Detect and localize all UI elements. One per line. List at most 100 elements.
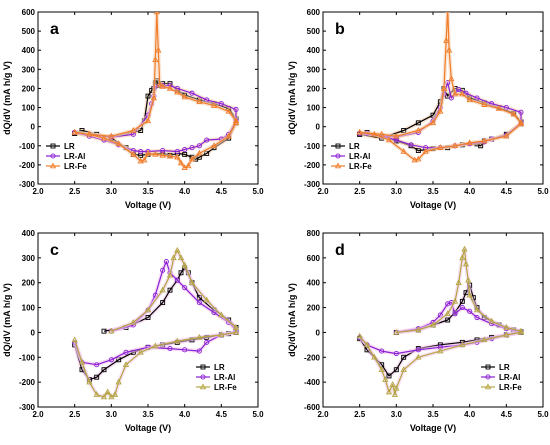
- legend-marker: [485, 374, 491, 380]
- data-point: [440, 84, 448, 91]
- data-point: [204, 339, 210, 345]
- data-point: [225, 107, 232, 114]
- data-point: [443, 37, 450, 43]
- data-point: [167, 346, 173, 352]
- data-point: [456, 86, 462, 92]
- y-tick-label: -300: [19, 403, 36, 412]
- panel-c: 2.0 2.5 3.0 3.5 4.0 4.5 5.0 -300 -200 -100 0 100 200…: [2, 229, 264, 433]
- legend-item: LR-Fe: [481, 383, 522, 392]
- panel-letter: c: [50, 242, 59, 259]
- data-point: [445, 317, 451, 323]
- x-tick-label: 2.5: [354, 187, 366, 196]
- data-point: [182, 147, 188, 153]
- x-tick-label: 4.5: [216, 187, 228, 196]
- legend-item: LR-Fe: [46, 162, 87, 171]
- data-point: [232, 119, 240, 126]
- data-point: [465, 276, 472, 283]
- data-point: [115, 378, 122, 385]
- data-point: [71, 128, 78, 135]
- data-point: [393, 351, 399, 357]
- legend-item: LR-Al: [196, 373, 235, 382]
- y-tick-label: 800: [307, 229, 321, 238]
- y-tick-label: 100: [22, 104, 36, 113]
- data-point: [467, 308, 473, 314]
- data-point: [108, 327, 115, 334]
- data-point: [182, 285, 188, 291]
- plot-area: [71, 12, 240, 171]
- y-tick-label: 400: [22, 46, 36, 55]
- data-point: [160, 300, 166, 306]
- data-point: [86, 378, 93, 385]
- x-tick-label: 2.0: [317, 187, 329, 196]
- data-point: [415, 155, 422, 162]
- x-axis-title: Voltage (V): [410, 423, 456, 433]
- legend-marker: [335, 143, 341, 149]
- y-tick-label: -100: [19, 142, 36, 151]
- data-point: [166, 152, 174, 159]
- data-point: [152, 342, 159, 349]
- plot-area: [356, 245, 525, 397]
- legend-marker: [199, 383, 207, 390]
- data-point: [174, 246, 181, 253]
- y-tick-label: 600: [307, 8, 321, 17]
- x-tick-label: 5.0: [252, 187, 264, 196]
- data-point: [71, 336, 78, 343]
- data-point: [137, 348, 144, 355]
- data-point: [461, 245, 468, 252]
- legend-marker: [485, 364, 491, 370]
- data-point: [159, 151, 166, 158]
- data-point: [101, 328, 107, 334]
- data-point: [437, 107, 444, 114]
- y-tick-label: 300: [22, 65, 36, 74]
- data-point: [204, 137, 210, 143]
- x-tick-label: 3.0: [106, 410, 118, 419]
- data-point: [174, 153, 181, 160]
- x-axis-title: Voltage (V): [410, 200, 456, 210]
- legend-marker: [49, 162, 57, 169]
- data-point: [100, 393, 108, 400]
- data-point: [232, 117, 240, 124]
- data-point: [196, 333, 203, 340]
- x-tick-label: 4.0: [464, 187, 476, 196]
- x-tick-label: 4.0: [179, 410, 191, 419]
- series-LR-Fe: [71, 12, 240, 171]
- y-tick-label: 300: [22, 254, 36, 263]
- x-tick-label: 4.0: [179, 187, 191, 196]
- data-point: [393, 132, 400, 139]
- data-point: [144, 117, 152, 124]
- legend-item: LR: [481, 363, 510, 372]
- data-point: [451, 90, 459, 97]
- data-point: [503, 323, 510, 330]
- data-point: [155, 46, 162, 53]
- data-point: [518, 109, 524, 115]
- data-point: [389, 381, 396, 387]
- data-point: [144, 306, 152, 313]
- data-point: [218, 101, 224, 107]
- data-point: [466, 139, 473, 146]
- data-point: [188, 155, 196, 162]
- data-point: [210, 142, 218, 149]
- y-tick-label: 100: [22, 304, 36, 313]
- data-point: [510, 110, 517, 117]
- x-tick-label: 3.5: [427, 410, 439, 419]
- data-point: [474, 314, 480, 321]
- data-point: [185, 162, 192, 169]
- legend-item: LR: [196, 363, 225, 372]
- y-tick-label: -400: [304, 378, 321, 387]
- legend-label: LR: [214, 363, 225, 372]
- data-point: [130, 150, 137, 157]
- data-point: [378, 130, 385, 137]
- data-point: [163, 259, 169, 265]
- x-axis-title: Voltage (V): [125, 423, 171, 433]
- y-tick-label: 300: [307, 65, 321, 74]
- data-point: [448, 75, 455, 82]
- legend-item: LR-Al: [481, 373, 520, 382]
- data-point: [462, 260, 470, 267]
- x-tick-label: 4.5: [501, 410, 513, 419]
- legend-marker: [200, 374, 206, 380]
- x-tick-label: 2.5: [354, 410, 366, 419]
- data-point: [415, 353, 422, 360]
- data-point: [196, 295, 202, 301]
